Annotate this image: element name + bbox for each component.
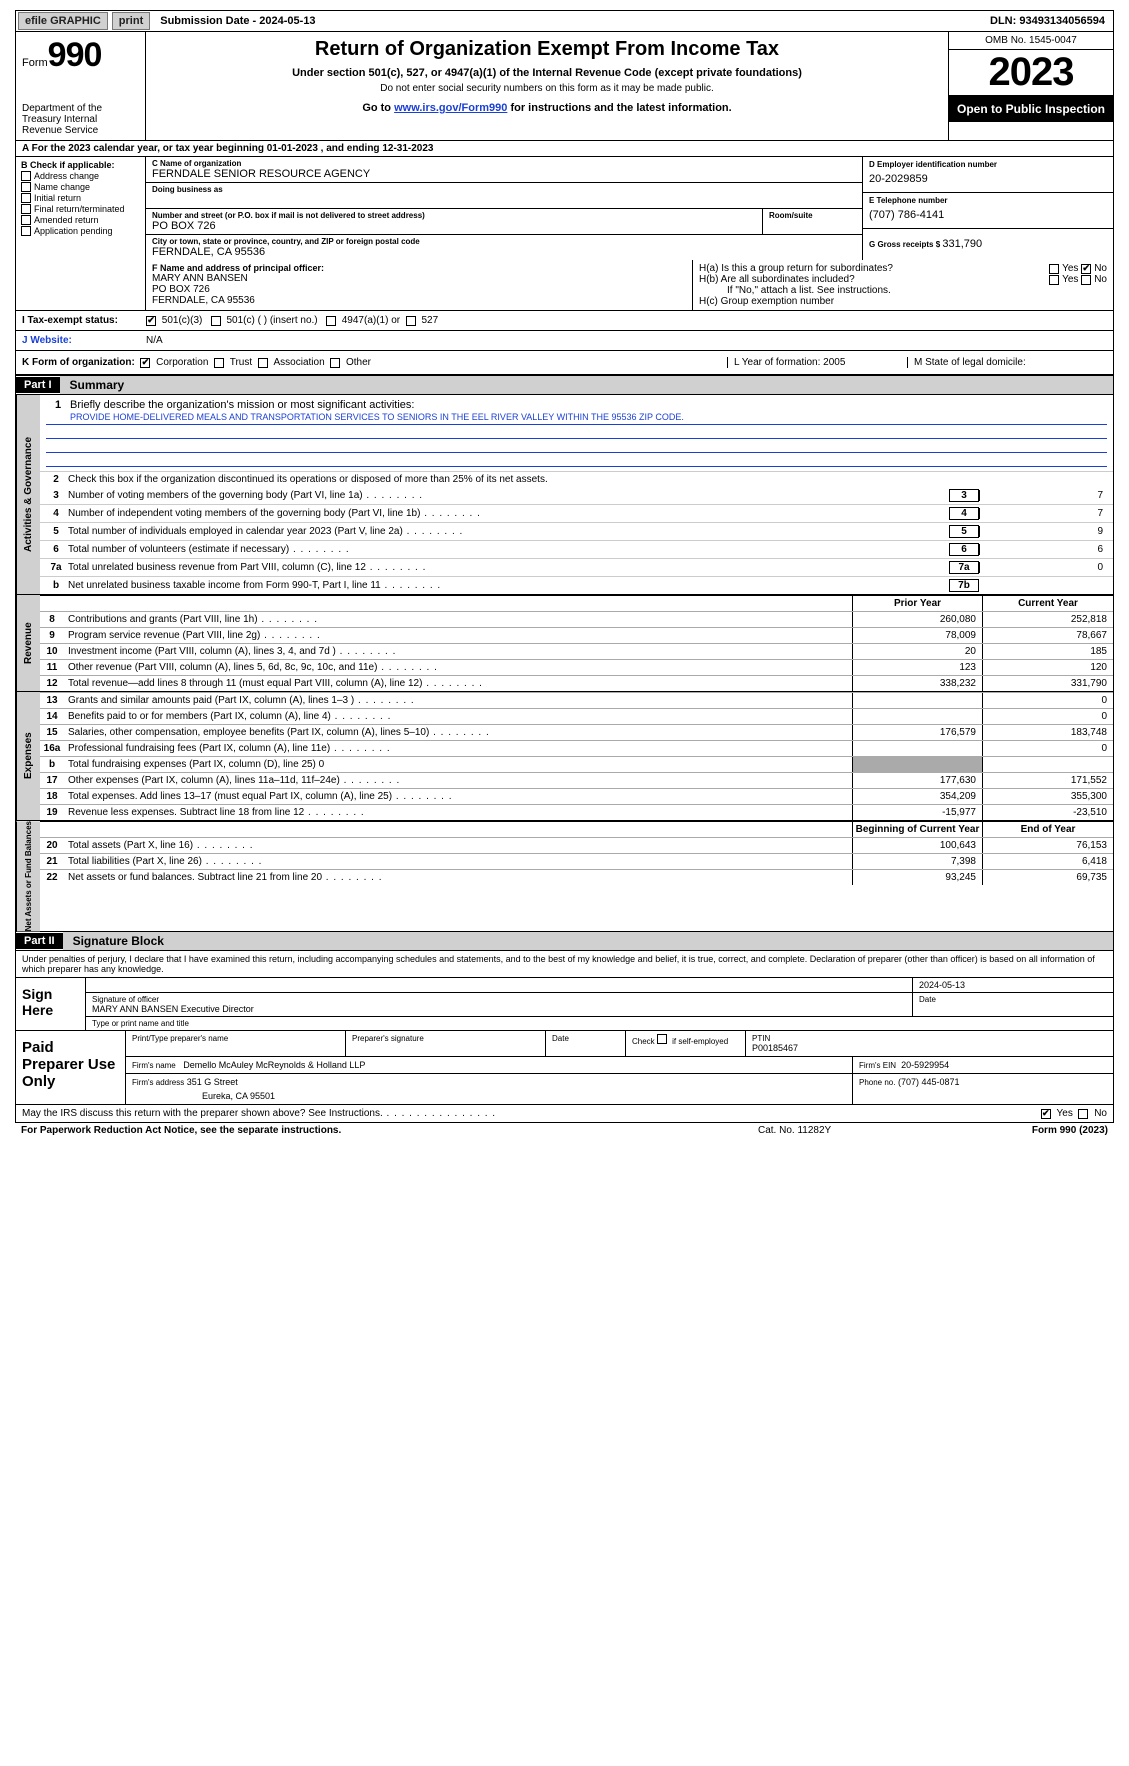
- summary-line: 6Total number of volunteers (estimate if…: [40, 540, 1113, 558]
- group-return: H(a) Is this a group return for subordin…: [693, 260, 1113, 310]
- address-cell: Number and street (or P.O. box if mail i…: [146, 209, 763, 235]
- mission-block: 1Briefly describe the organization's mis…: [40, 395, 1113, 471]
- footer-row: For Paperwork Reduction Act Notice, see …: [15, 1123, 1114, 1138]
- form-number: Form990: [22, 36, 139, 75]
- vtab-governance: Activities & Governance: [16, 395, 40, 594]
- expense-line: bTotal fundraising expenses (Part IX, co…: [40, 756, 1113, 772]
- department: Department of the Treasury Internal Reve…: [22, 103, 139, 136]
- part-2-header: Part II Signature Block: [15, 932, 1114, 951]
- print-button[interactable]: print: [112, 12, 150, 30]
- summary-line: 4Number of independent voting members of…: [40, 504, 1113, 522]
- city-cell: City or town, state or province, country…: [146, 235, 863, 260]
- irs-discuss-row: May the IRS discuss this return with the…: [15, 1105, 1114, 1123]
- form-subtitle: Under section 501(c), 527, or 4947(a)(1)…: [154, 67, 940, 79]
- check-4947[interactable]: [326, 316, 336, 326]
- revenue-line: 9Program service revenue (Part VIII, lin…: [40, 627, 1113, 643]
- revenue-line: 11Other revenue (Part VIII, column (A), …: [40, 659, 1113, 675]
- expense-line: 14Benefits paid to or for members (Part …: [40, 708, 1113, 724]
- check-initial-return[interactable]: [21, 193, 31, 203]
- part-1-header: Part I Summary: [15, 375, 1114, 395]
- revenue-line: 8Contributions and grants (Part VIII, li…: [40, 611, 1113, 627]
- form-org-row: K Form of organization: Corporation Trus…: [16, 350, 1113, 374]
- check-other[interactable]: [330, 358, 340, 368]
- dba-cell: Doing business as: [146, 183, 863, 209]
- instructions-link[interactable]: www.irs.gov/Form990: [394, 102, 507, 114]
- check-501c3[interactable]: [146, 316, 156, 326]
- form-header: Form990 Department of the Treasury Inter…: [15, 32, 1114, 141]
- netassets-line: 21Total liabilities (Part X, line 26)7,3…: [40, 853, 1113, 869]
- check-address-change[interactable]: [21, 171, 31, 181]
- check-application-pending[interactable]: [21, 226, 31, 236]
- revenue-line: 12Total revenue—add lines 8 through 11 (…: [40, 675, 1113, 691]
- revenue-line: 10Investment income (Part VIII, column (…: [40, 643, 1113, 659]
- expense-line: 19Revenue less expenses. Subtract line 1…: [40, 804, 1113, 820]
- summary-line: 3Number of voting members of the governi…: [40, 487, 1113, 504]
- gross-cell: G Gross receipts $ 331,790: [863, 229, 1113, 259]
- check-501c[interactable]: [211, 316, 221, 326]
- instructions-link-row: Go to www.irs.gov/Form990 for instructio…: [154, 102, 940, 114]
- website-row: J Website: N/A: [16, 330, 1113, 350]
- check-name-change[interactable]: [21, 182, 31, 192]
- penalty-statement: Under penalties of perjury, I declare th…: [15, 951, 1114, 978]
- expense-line: 15Salaries, other compensation, employee…: [40, 724, 1113, 740]
- vtab-netassets: Net Assets or Fund Balances: [16, 821, 40, 931]
- sign-here-block: Sign Here 2024-05-13 Signature of office…: [15, 978, 1114, 1031]
- col-b-checkboxes: B Check if applicable: Address change Na…: [16, 157, 146, 260]
- phone-cell: E Telephone number (707) 786-4141: [863, 193, 1113, 229]
- year-formation: L Year of formation: 2005: [727, 357, 907, 368]
- org-name-cell: C Name of organization FERNDALE SENIOR R…: [146, 157, 863, 183]
- summary-line: bNet unrelated business taxable income f…: [40, 576, 1113, 594]
- netassets-line: 22Net assets or fund balances. Subtract …: [40, 869, 1113, 885]
- ssn-warning: Do not enter social security numbers on …: [154, 83, 940, 94]
- hb-yes[interactable]: [1049, 275, 1059, 285]
- tax-exempt-status: I Tax-exempt status: 501(c)(3) 501(c) ( …: [16, 311, 1113, 330]
- expense-line: 18Total expenses. Add lines 13–17 (must …: [40, 788, 1113, 804]
- netassets-line: 20Total assets (Part X, line 16)100,6437…: [40, 837, 1113, 853]
- expense-line: 16aProfessional fundraising fees (Part I…: [40, 740, 1113, 756]
- check-trust[interactable]: [214, 358, 224, 368]
- efile-button[interactable]: efile GRAPHIC: [18, 12, 108, 30]
- discuss-no[interactable]: [1078, 1109, 1088, 1119]
- expense-line: 17Other expenses (Part IX, column (A), l…: [40, 772, 1113, 788]
- hb-no[interactable]: [1081, 275, 1091, 285]
- form-title: Return of Organization Exempt From Incom…: [154, 38, 940, 61]
- check-association[interactable]: [258, 358, 268, 368]
- dln: DLN: 93493134056594: [982, 13, 1113, 29]
- summary-line: 7aTotal unrelated business revenue from …: [40, 558, 1113, 576]
- check-amended[interactable]: [21, 215, 31, 225]
- check-corporation[interactable]: [140, 358, 150, 368]
- room-cell: Room/suite: [763, 209, 863, 235]
- discuss-yes[interactable]: [1041, 1109, 1051, 1119]
- submission-date: Submission Date - 2024-05-13: [152, 13, 323, 29]
- org-name: FERNDALE SENIOR RESOURCE AGENCY: [152, 168, 856, 180]
- state-domicile: M State of legal domicile:: [907, 357, 1107, 368]
- tax-year: 2023: [949, 50, 1113, 96]
- vtab-revenue: Revenue: [16, 595, 40, 691]
- netassets-col-headers: Beginning of Current Year End of Year: [40, 821, 1113, 837]
- check-527[interactable]: [406, 316, 416, 326]
- expense-line: 13Grants and similar amounts paid (Part …: [40, 692, 1113, 708]
- ha-no[interactable]: [1081, 264, 1091, 274]
- open-inspection: Open to Public Inspection: [949, 96, 1113, 122]
- check-final-return[interactable]: [21, 204, 31, 214]
- ha-yes[interactable]: [1049, 264, 1059, 274]
- omb-number: OMB No. 1545-0047: [949, 32, 1113, 50]
- row-a-tax-year: A For the 2023 calendar year, or tax yea…: [15, 141, 1114, 157]
- principal-officer: F Name and address of principal officer:…: [146, 260, 693, 310]
- paid-preparer-block: Paid Preparer Use Only Print/Type prepar…: [15, 1031, 1114, 1105]
- revenue-col-headers: Prior Year Current Year: [40, 595, 1113, 611]
- check-self-employed[interactable]: [657, 1034, 667, 1044]
- ein-cell: D Employer identification number 20-2029…: [863, 157, 1113, 193]
- topbar: efile GRAPHIC print Submission Date - 20…: [15, 10, 1114, 32]
- summary-line: 5Total number of individuals employed in…: [40, 522, 1113, 540]
- vtab-expenses: Expenses: [16, 692, 40, 820]
